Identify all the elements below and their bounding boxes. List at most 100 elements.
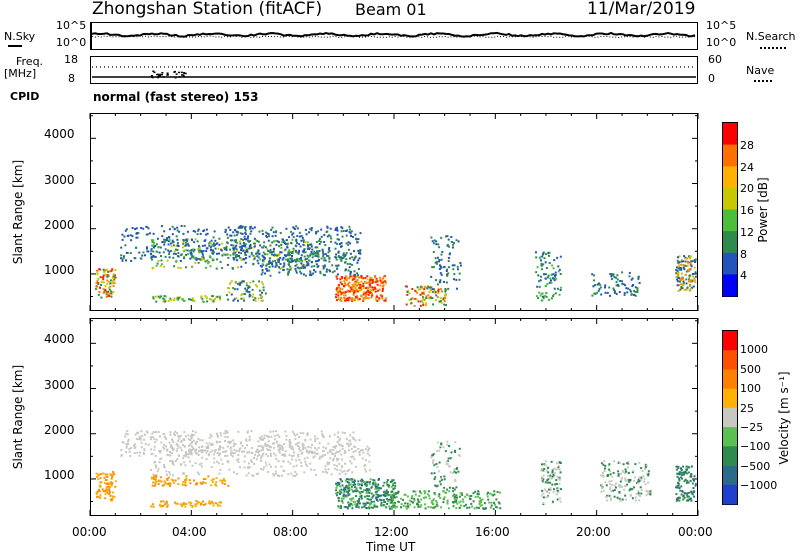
velocity-echo-pixel — [542, 474, 545, 477]
power-echo-pixel — [340, 292, 343, 295]
velocity-echo-pixel — [166, 453, 169, 456]
velocity-echo-pixel — [368, 469, 371, 472]
power-echo-pixel — [382, 281, 385, 284]
power-echo-pixel — [339, 287, 341, 290]
velocity-echo-pixel — [624, 478, 627, 481]
velocity-echo-pixel — [374, 491, 377, 494]
power-echo-pixel — [429, 296, 432, 299]
velocity-echo-pixel — [95, 472, 98, 475]
velocity-echo-pixel — [177, 445, 180, 448]
power-echo-pixel — [341, 276, 344, 279]
power-echo-pixel — [632, 284, 634, 286]
power-echo-pixel — [375, 279, 378, 282]
velocity-echo-pixel — [420, 492, 423, 495]
velocity-echo-pixel — [332, 459, 334, 462]
velocity-echo-pixel — [324, 465, 327, 468]
power-echo-pixel — [304, 228, 307, 231]
velocity-echo-pixel — [163, 443, 166, 446]
power-echo-pixel — [379, 284, 382, 287]
velocity-echo-pixel — [166, 503, 169, 506]
velocity-echo-pixel — [151, 484, 154, 487]
velocity-echo-pixel — [218, 452, 221, 455]
velocity-echo-pixel — [556, 491, 559, 494]
power-echo-pixel — [238, 283, 241, 286]
power-echo-pixel — [435, 240, 438, 243]
velocity-echo-pixel — [390, 496, 393, 499]
power-echo-pixel — [177, 266, 180, 269]
velocity-echo-pixel — [479, 497, 481, 500]
velocity-echo-pixel — [392, 504, 395, 507]
velocity-echo-pixel — [347, 443, 350, 445]
power-echo-pixel — [104, 269, 107, 272]
power-echo-pixel — [249, 232, 252, 235]
velocity-echo-pixel — [373, 505, 376, 508]
velocity-echo-pixel — [442, 498, 445, 501]
power-echo-pixel — [164, 255, 167, 258]
power-echo-pixel — [209, 298, 212, 301]
power-echo-pixel — [282, 269, 285, 272]
power-echo-pixel — [108, 274, 110, 277]
power-echo-pixel — [213, 251, 216, 254]
velocity-echo-pixel — [219, 432, 222, 434]
velocity-echo-pixel — [333, 464, 336, 466]
power-echo-pixel — [232, 287, 235, 290]
velocity-echo-pixel — [542, 503, 545, 506]
power-echo-pixel — [263, 258, 266, 261]
power-echo-pixel — [284, 243, 287, 246]
velocity-echo-pixel — [275, 441, 278, 444]
power-echo-pixel — [150, 252, 152, 255]
velocity-echo-pixel — [477, 493, 480, 496]
velocity-echo-pixel — [455, 500, 458, 503]
velocity-echo-pixel — [129, 454, 132, 457]
power-echo-pixel — [354, 233, 357, 236]
velocity-echo-pixel — [446, 499, 449, 502]
velocity-echo-pixel — [374, 484, 377, 487]
power-echo-pixel — [279, 263, 282, 265]
velocity-echo-pixel — [637, 494, 640, 496]
velocity-echo-pixel — [253, 457, 255, 460]
velocity-echo-pixel — [546, 495, 549, 498]
velocity-echo-pixel — [292, 448, 295, 451]
power-echo-pixel — [292, 259, 295, 262]
velocity-echo-pixel — [284, 454, 287, 457]
power-echo-pixel — [254, 299, 257, 302]
velocity-echo-pixel — [179, 435, 182, 438]
velocity-echo-pixel — [454, 451, 457, 453]
power-echo-pixel — [335, 253, 338, 256]
velocity-echo-pixel — [154, 454, 157, 457]
velocity-echo-pixel — [447, 457, 450, 460]
power-echo-pixel — [357, 281, 360, 284]
power-echo-pixel — [195, 258, 198, 261]
velocity-echo-pixel — [335, 492, 338, 495]
velocity-echo-pixel — [194, 462, 197, 465]
power-echo-pixel — [347, 282, 350, 285]
velocity-echo-pixel — [264, 461, 267, 464]
power-echo-pixel — [440, 273, 443, 276]
power-echo-pixel — [291, 258, 294, 261]
velocity-echo-pixel — [376, 485, 378, 488]
power-echo-pixel — [216, 252, 218, 255]
power-echo-pixel — [353, 257, 356, 260]
power-echo-pixel — [329, 235, 332, 238]
velocity-echo-pixel — [439, 497, 442, 500]
freq-tick-top: 18 — [64, 53, 78, 66]
power-echo-pixel — [140, 226, 143, 229]
velocity-echo-pixel — [248, 435, 251, 438]
power-echo-pixel — [333, 270, 336, 273]
power-echo-pixel — [677, 256, 679, 259]
power-echo-pixel — [367, 294, 370, 297]
velocity-echo-pixel — [163, 435, 166, 438]
velocity-echo-pixel — [366, 501, 369, 504]
velocity-echo-pixel — [435, 485, 438, 488]
power-echo-pixel — [604, 286, 606, 289]
velocity-echo-pixel — [608, 463, 611, 466]
power-echo-pixel — [209, 265, 212, 268]
power-echo-pixel — [205, 233, 208, 236]
nave-dropout — [180, 71, 183, 74]
power-echo-pixel — [167, 243, 170, 246]
power-echo-pixel — [419, 288, 422, 291]
power-echo-pixel — [239, 242, 242, 245]
power-echo-pixel — [232, 249, 235, 251]
velocity-echo-pixel — [349, 442, 352, 445]
velocity-echo-pixel — [412, 501, 415, 504]
